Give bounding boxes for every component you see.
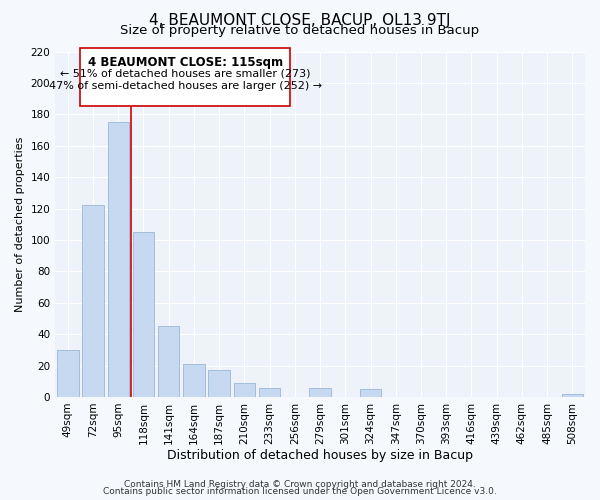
Text: Contains public sector information licensed under the Open Government Licence v3: Contains public sector information licen… [103,487,497,496]
Text: 4 BEAUMONT CLOSE: 115sqm: 4 BEAUMONT CLOSE: 115sqm [88,56,283,69]
Bar [82,206,104,397]
Bar [133,232,154,397]
FancyBboxPatch shape [80,48,290,106]
Y-axis label: Number of detached properties: Number of detached properties [15,136,25,312]
Bar [208,370,230,397]
Bar [183,364,205,397]
Text: ← 51% of detached houses are smaller (273): ← 51% of detached houses are smaller (27… [60,69,310,79]
Text: 47% of semi-detached houses are larger (252) →: 47% of semi-detached houses are larger (… [49,82,322,92]
Text: 4, BEAUMONT CLOSE, BACUP, OL13 9TJ: 4, BEAUMONT CLOSE, BACUP, OL13 9TJ [149,12,451,28]
Text: Contains HM Land Registry data © Crown copyright and database right 2024.: Contains HM Land Registry data © Crown c… [124,480,476,489]
Text: Size of property relative to detached houses in Bacup: Size of property relative to detached ho… [121,24,479,37]
Bar [158,326,179,397]
Bar [233,383,255,397]
Bar [360,389,381,397]
X-axis label: Distribution of detached houses by size in Bacup: Distribution of detached houses by size … [167,450,473,462]
Bar [310,388,331,397]
Bar [562,394,583,397]
Bar [57,350,79,397]
Bar [259,388,280,397]
Bar [107,122,129,397]
